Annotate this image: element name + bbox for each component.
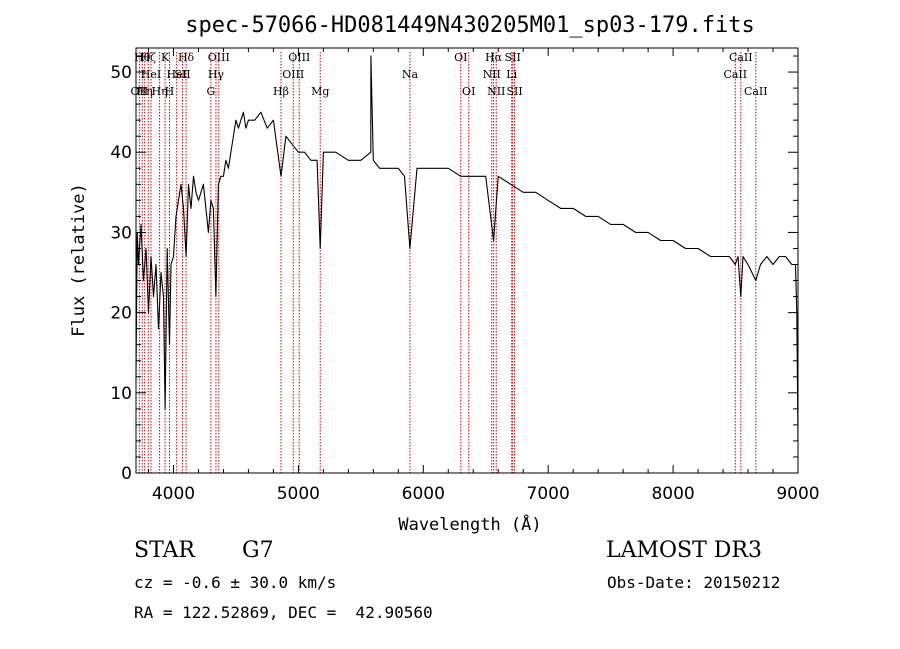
line-markers-layer (138, 52, 757, 473)
line-marker-label: Li (506, 68, 517, 81)
line-marker-label: HeI (166, 68, 186, 81)
x-tick-label: 6000 (402, 484, 445, 504)
x-tick-label: 8000 (651, 484, 694, 504)
line-marker-label: Hα (485, 51, 503, 64)
line-marker-label: Hθ (134, 51, 151, 64)
line-marker-label: CaII (723, 68, 747, 81)
x-ticks: 4000 5000 6000 7000 8000 9000 (147, 48, 820, 504)
flux-series-line (135, 55, 799, 441)
x-tick-label: 5000 (277, 484, 320, 504)
x-tick-label: 7000 (527, 484, 570, 504)
line-marker-label: CaII (744, 85, 768, 98)
line-marker-label: SII (506, 85, 522, 98)
line-marker-label: OIII (208, 51, 230, 64)
line-marker-label: Hζ (140, 51, 156, 64)
line-marker-label: Hδ (178, 51, 195, 64)
line-marker-label: Hβ (273, 85, 289, 98)
line-marker-label: Mg (311, 85, 329, 98)
line-marker-label: Hη (152, 85, 168, 98)
y-tick-label: 40 (110, 143, 132, 163)
y-tick-label: 10 (110, 384, 132, 404)
y-tick-label: 0 (121, 464, 132, 484)
y-tick-label: 50 (110, 63, 132, 83)
velocity-readout: cz = -0.6 ± 30.0 km/s (134, 573, 337, 592)
x-axis-label: Wavelength (Å) (398, 513, 541, 535)
spectral-subclass: G7 (242, 538, 274, 563)
y-axis-label: Flux (relative) (69, 183, 89, 337)
line-marker-label: H (165, 85, 175, 98)
line-marker-label: Na (402, 68, 419, 81)
line-marker-label: G (207, 85, 216, 98)
obs-date: Obs-Date: 20150212 (607, 573, 781, 592)
y-tick-label: 30 (110, 223, 132, 243)
line-marker-label: SII (174, 68, 190, 81)
y-ticks: 0 10 20 30 40 50 (110, 55, 798, 484)
line-marker-label: OI (462, 85, 475, 98)
line-marker-label: HeI (141, 68, 161, 81)
plot-frame (135, 47, 799, 474)
line-marker-label: OIII (288, 51, 310, 64)
line-marker-label: CaII (729, 51, 753, 64)
line-marker-label: OII (131, 85, 149, 98)
line-marker-label: Hη (137, 85, 153, 98)
x-tick-label: 9000 (776, 484, 819, 504)
coordinates-readout: RA = 122.52869, DEC = 42.90560 (134, 603, 433, 622)
y-tick-label: 20 (110, 304, 132, 324)
line-marker-label: Hγ (208, 68, 225, 81)
chart-title: spec-57066-HD081449N430205M01_sp03-179.f… (185, 13, 755, 38)
line-marker-label: K (161, 51, 170, 64)
line-marker-label: OI (454, 51, 467, 64)
line-marker-labels-layer: OIIHθHηHζHeIHηKHHeISIIHδGHγOIIIHβOIIIOII… (131, 51, 768, 98)
line-marker-label: OIII (282, 68, 304, 81)
line-marker-label: SII (505, 51, 521, 64)
line-marker-label: NII (487, 85, 505, 98)
object-class: STAR (134, 538, 195, 563)
survey-name: LAMOST DR3 (606, 538, 762, 563)
line-marker-label: NII (483, 68, 501, 81)
x-tick-label: 4000 (152, 484, 195, 504)
